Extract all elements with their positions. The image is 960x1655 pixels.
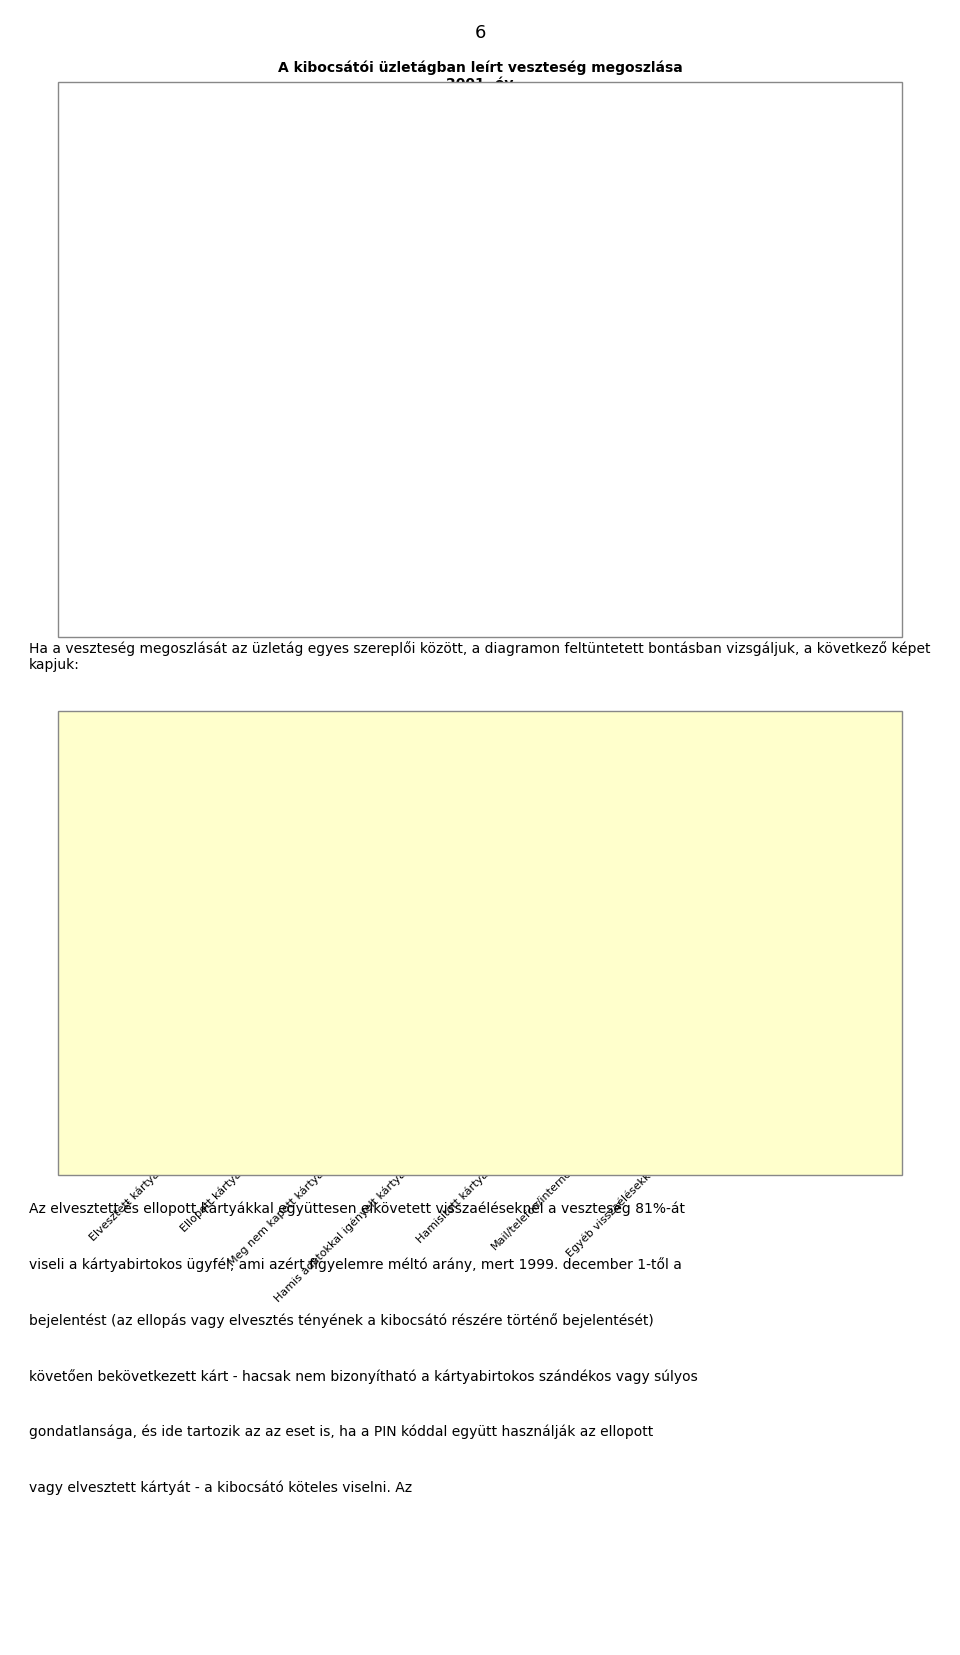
Text: 2.00: 2.00 bbox=[154, 1112, 178, 1122]
Text: Hamis adatokkal
igényel kártyák
5%: Hamis adatokkal igényel kártyák 5% bbox=[624, 389, 830, 422]
Bar bbox=[224, 1144, 273, 1158]
Title: A kibocsátói üzletágban leírt veszteség megoszlása
2001. év: A kibocsátói üzletágban leírt veszteség … bbox=[277, 61, 683, 91]
Text: 77.59: 77.59 bbox=[480, 940, 511, 952]
Text: 2.61: 2.61 bbox=[154, 894, 178, 904]
Wedge shape bbox=[485, 199, 654, 364]
Bar bbox=[470, 1094, 519, 1158]
Bar bbox=[635, 844, 684, 899]
Text: 2.91: 2.91 bbox=[154, 1010, 178, 1019]
Text: 3.98: 3.98 bbox=[236, 852, 260, 862]
Bar bbox=[306, 869, 355, 1152]
Text: 7.80: 7.80 bbox=[648, 1071, 672, 1081]
Text: 43.77: 43.77 bbox=[233, 1001, 264, 1011]
Text: 0.81: 0.81 bbox=[319, 1005, 343, 1015]
Bar bbox=[141, 1074, 191, 1158]
Text: 2.56: 2.56 bbox=[648, 866, 672, 875]
Bar bbox=[306, 844, 355, 869]
Text: Mail/telefon/internet
9%: Mail/telefon/internet 9% bbox=[194, 180, 383, 260]
Bar bbox=[470, 1048, 519, 1094]
Text: 17.10: 17.10 bbox=[562, 1023, 592, 1033]
Text: gondatlansága, és ide tartozik az az eset is, ha a PIN kóddal együtt használják : gondatlansága, és ide tartozik az az ese… bbox=[29, 1423, 653, 1438]
Text: 17.62: 17.62 bbox=[480, 1066, 511, 1076]
Bar bbox=[141, 844, 191, 953]
Text: Hamisított kártyák
54%: Hamisított kártyák 54% bbox=[265, 500, 417, 592]
Bar bbox=[470, 844, 519, 1048]
Text: 24.68: 24.68 bbox=[480, 1120, 511, 1130]
Bar bbox=[635, 899, 684, 995]
Bar bbox=[553, 895, 602, 1158]
Text: bejelentést (az ellopás vagy elvesztés tényének a kibocsátó részére történő beje: bejelentést (az ellopás vagy elvesztés t… bbox=[29, 1312, 654, 1327]
Text: követően bekövetkezett kárt - hacsak nem bizonyítható a kártyabirtokos szándékos: követően bekövetkezett kárt - hacsak nem… bbox=[29, 1369, 698, 1384]
Wedge shape bbox=[333, 212, 475, 364]
Bar bbox=[635, 995, 684, 1158]
Bar bbox=[224, 869, 273, 1144]
Wedge shape bbox=[487, 369, 655, 422]
Text: 0.94: 0.94 bbox=[565, 846, 589, 856]
Bar bbox=[553, 859, 602, 895]
Legend: kibocsátó bank, kártyabirtokos ügyfél, elfogadó bank: kibocsátó bank, kártyabirtokos ügyfél, e… bbox=[701, 1058, 854, 1111]
Bar bbox=[388, 844, 438, 1158]
Text: Ha a veszteség megoszlását az üzletág egyes szereplői között, a diagramon feltün: Ha a veszteség megoszlását az üzletág eg… bbox=[29, 640, 930, 672]
Text: 2.42: 2.42 bbox=[565, 872, 589, 882]
Text: 11.87: 11.87 bbox=[397, 996, 428, 1006]
Text: Ellopott kártyák
22%: Ellopott kártyák 22% bbox=[592, 207, 769, 276]
Text: 2.34: 2.34 bbox=[236, 1147, 260, 1157]
Text: Egyéb
visszaélésekkel
7%: Egyéb visszaélésekkel 7% bbox=[337, 122, 447, 227]
Wedge shape bbox=[481, 194, 513, 362]
Bar bbox=[306, 1152, 355, 1158]
Text: viseli a kártyabirtokos ügyfél, ami azért figyelemre méltó arány, mert 1999. dec: viseli a kártyabirtokos ügyfél, ami azér… bbox=[29, 1256, 682, 1271]
Text: Az elvesztett és ellopott kártyákkal együttesen elkövetett visszaéléseknél a ves: Az elvesztett és ellopott kártyákkal egy… bbox=[29, 1200, 684, 1215]
Bar bbox=[224, 844, 273, 869]
Text: A veszteség megoszlása a kártyaüzletág egyes szereplői között
(millió forintban : A veszteség megoszlása a kártyaüzletág e… bbox=[256, 725, 704, 770]
Bar bbox=[141, 953, 191, 1074]
Wedge shape bbox=[407, 194, 478, 362]
Text: vagy elvesztett kártyát - a kibocsátó köteles viselni. Az: vagy elvesztett kártyát - a kibocsátó kö… bbox=[29, 1480, 412, 1494]
Text: 0.02: 0.02 bbox=[319, 1150, 343, 1160]
Text: 6: 6 bbox=[474, 25, 486, 41]
Text: 0.07: 0.07 bbox=[319, 851, 343, 861]
Bar bbox=[553, 844, 602, 859]
Text: Elvesztett  kártyák
3%: Elvesztett kártyák 3% bbox=[452, 122, 557, 223]
Wedge shape bbox=[309, 285, 637, 543]
Text: 4.57: 4.57 bbox=[648, 942, 672, 952]
